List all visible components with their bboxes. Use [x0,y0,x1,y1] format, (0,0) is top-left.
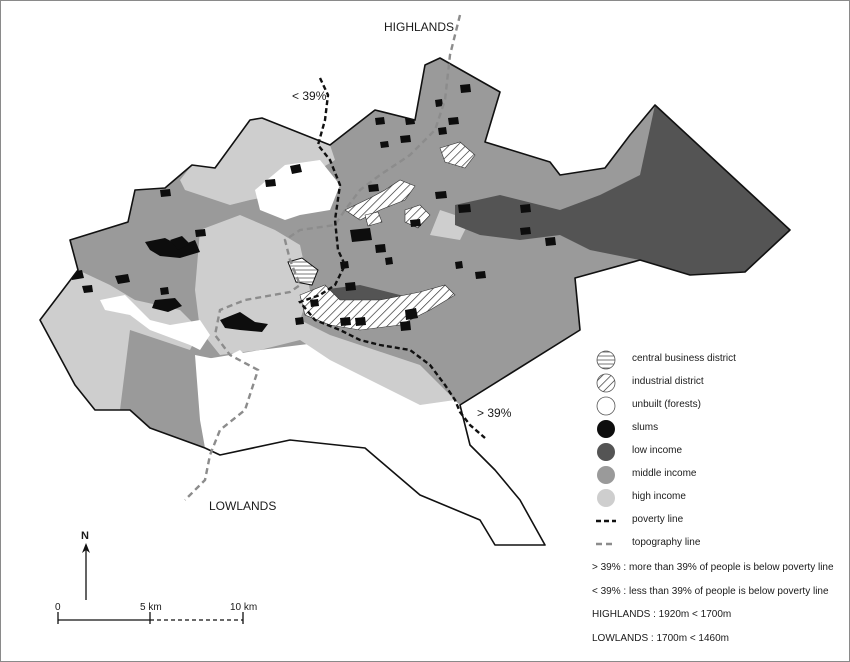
north-arrow-label: N [81,530,89,542]
zone-industrial-north-3 [439,141,476,169]
scale-bar [57,612,244,624]
legend-label-slums: slums [632,422,659,433]
legend-swatch-unbuilt [596,396,616,416]
slums-layer [70,84,556,332]
legend-swatch-topography-line [596,542,616,546]
zone-high-income-center [195,215,455,405]
legend-label-low-income: low income [632,445,683,456]
legend-swatch-high-income [597,489,615,507]
legend-note-less-39: < 39% : less than 39% of people is below… [592,586,829,597]
legend-label-cbd: central business district [632,353,736,364]
scale-tick-0: 0 [55,602,61,613]
legend-swatch-cbd [596,350,616,370]
label-lowlands: LOWLANDS [209,499,277,513]
legend-swatch-slums [597,420,615,438]
zone-unbuilt-south [200,340,545,545]
topography-line [184,14,462,501]
legend-note-more-39: > 39% : more than 39% of people is below… [592,562,834,573]
zone-unbuilt-north [255,160,340,220]
zone-high-income-west [40,270,200,410]
legend-swatch-poverty-line [596,519,616,523]
legend-label-poverty-line: poverty line [632,514,684,525]
zone-industrial-north-4 [364,211,383,227]
poverty-line [297,77,486,439]
zone-low-income-east [455,105,790,275]
zone-cbd [287,257,319,286]
legend-label-middle-income: middle income [632,468,697,479]
legend-label-high-income: high income [632,491,686,502]
city-boundary-outline [39,57,791,546]
legend-note-lowlands: LOWLANDS : 1700m < 1460m [592,633,730,644]
legend-label-topography-line: topography line [632,537,701,548]
legend-label-industrial: industrial district [632,376,704,387]
label-highlands: HIGHLANDS [384,20,455,34]
label-more-39: > 39% [477,406,512,420]
legend-label-unbuilt: unbuilt (forests) [632,399,701,410]
legend-swatch-middle-income [597,466,615,484]
zone-unbuilt-west [100,295,210,350]
label-less-39: < 39% [292,89,327,103]
legend-note-highlands: HIGHLANDS : 1920m < 1700m [592,609,732,620]
legend-swatch-industrial [596,373,616,393]
zone-unbuilt-southwest [195,350,255,448]
scale-tick-5: 5 km [140,602,162,613]
legend-swatch-low-income [597,443,615,461]
scale-tick-10: 10 km [230,602,258,613]
north-arrow [82,543,90,600]
